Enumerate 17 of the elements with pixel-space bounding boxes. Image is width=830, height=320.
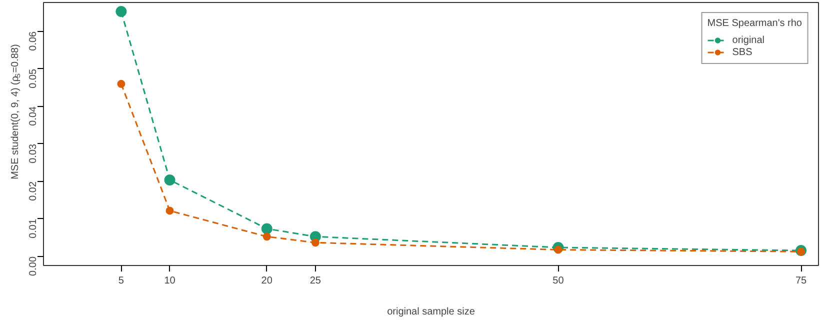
legend-label: original bbox=[732, 34, 765, 46]
y-tick-label: 0.03 bbox=[28, 144, 39, 164]
y-tick-label: 0.06 bbox=[28, 30, 39, 51]
x-tick-label: 5 bbox=[118, 276, 124, 286]
x-tick-label: 25 bbox=[310, 276, 322, 286]
y-tick-label: 0.01 bbox=[28, 218, 39, 238]
y-tick-label: 0.05 bbox=[28, 68, 39, 88]
legend-label: SBS bbox=[732, 46, 752, 58]
x-tick-label: 50 bbox=[552, 276, 564, 286]
x-tick-label: 10 bbox=[164, 276, 176, 286]
legend-title: MSE Spearman's rho bbox=[707, 18, 802, 29]
x-axis-title: original sample size bbox=[387, 306, 476, 318]
x-tick-label: 20 bbox=[261, 276, 273, 286]
x-tick-label: 75 bbox=[795, 276, 808, 286]
y-tick-label: 0.00 bbox=[28, 256, 39, 276]
y-tick-label: 0.02 bbox=[28, 181, 39, 201]
y-tick-label: 0.04 bbox=[28, 106, 39, 126]
